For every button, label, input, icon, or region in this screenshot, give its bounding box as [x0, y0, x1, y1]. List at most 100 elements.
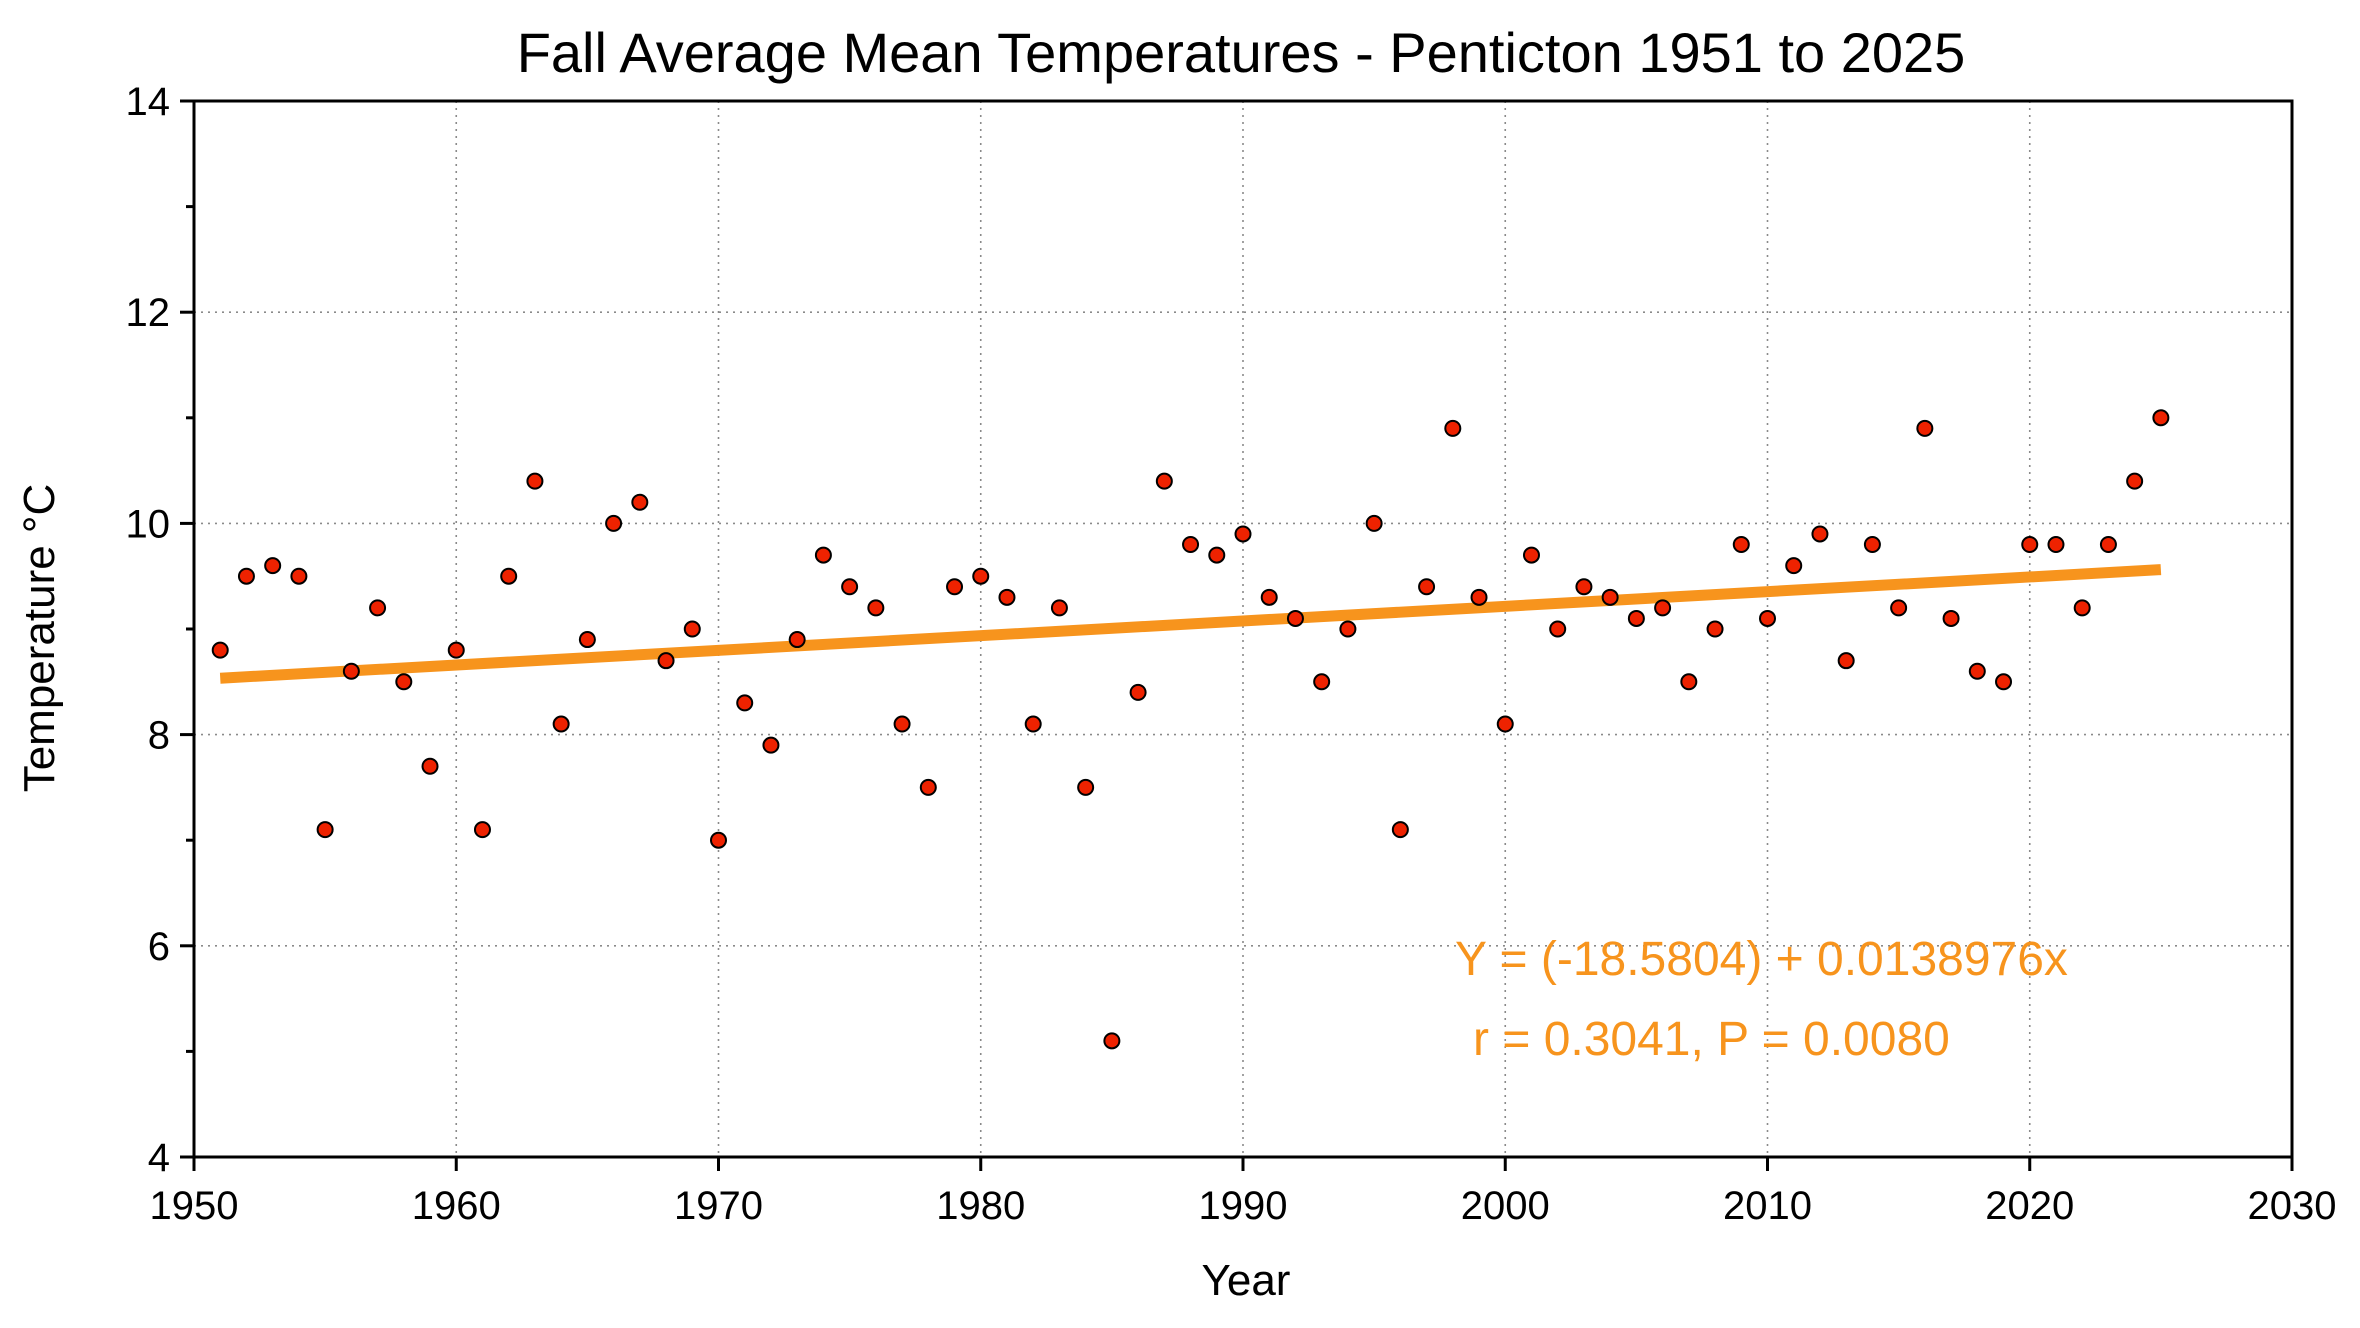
data-point [1286, 609, 1304, 627]
data-point [421, 757, 439, 775]
y-tick-label: 6 [148, 925, 170, 969]
data-point [1627, 609, 1645, 627]
data-point [683, 620, 701, 638]
data-point [395, 673, 413, 691]
data-point [500, 567, 518, 585]
data-point [1863, 536, 1881, 554]
data-point [526, 472, 544, 490]
data-point [473, 821, 491, 839]
data-point [1654, 599, 1672, 617]
chart-title: Fall Average Mean Temperatures - Pentict… [517, 21, 1966, 84]
data-point [1365, 514, 1383, 532]
y-axis-label: Temperature °C [15, 484, 64, 793]
data-point [1050, 599, 1068, 617]
data-point [1522, 546, 1540, 564]
data-point [605, 514, 623, 532]
data-point [1103, 1032, 1121, 1050]
data-point [237, 567, 255, 585]
data-point [1077, 778, 1095, 796]
data-point [369, 599, 387, 617]
data-point [1575, 578, 1593, 596]
data-point [1732, 536, 1750, 554]
data-point [316, 821, 334, 839]
x-tick-labels: 1950 1960 1970 1980 1990 2000 2010 2020 2030 [150, 1184, 2337, 1228]
data-point [657, 652, 675, 670]
data-point [1995, 673, 2013, 691]
data-point [867, 599, 885, 617]
data-point [1759, 609, 1776, 627]
x-tick-label: 1960 [412, 1184, 501, 1228]
x-axis-label: Year [1202, 1256, 1291, 1305]
data-point [893, 715, 911, 733]
y-tick-labels: 4 6 8 10 12 14 [126, 80, 171, 1180]
data-point [1837, 652, 1855, 670]
x-tick-label: 2030 [2248, 1184, 2337, 1228]
data-point [1916, 419, 1934, 437]
data-point [1155, 472, 1173, 490]
data-point [1444, 419, 1462, 437]
data-point [1601, 588, 1619, 606]
data-point [1182, 536, 1200, 554]
data-point [2152, 409, 2170, 427]
data-point [2099, 536, 2117, 554]
data-point [1890, 599, 1908, 617]
x-tick-label: 1950 [150, 1184, 239, 1228]
x-tick-label: 2000 [1461, 1184, 1550, 1228]
data-point [2021, 536, 2039, 554]
regression-stats: r = 0.3041, P = 0.0080 [1473, 1013, 1950, 1066]
y-tick-label: 14 [126, 80, 171, 124]
data-point [841, 578, 859, 596]
data-point [1470, 588, 1488, 606]
axis-ticks [180, 99, 2294, 1171]
data-point [1942, 609, 1960, 627]
data-point [1418, 578, 1436, 596]
data-point [1680, 673, 1698, 691]
data-point [1706, 620, 1724, 638]
grid-lines [194, 101, 2292, 1157]
data-point [736, 694, 754, 712]
data-point [1339, 620, 1357, 638]
data-point [2047, 536, 2065, 554]
data-point [972, 567, 990, 585]
data-point [1549, 620, 1567, 638]
data-point [290, 567, 308, 585]
data-point [552, 715, 570, 733]
data-point [1234, 525, 1252, 543]
data-point [1968, 662, 1986, 680]
data-point [1391, 821, 1409, 839]
y-tick-label: 4 [148, 1136, 170, 1180]
data-point [211, 641, 229, 659]
data-point [342, 662, 360, 680]
data-point [1785, 557, 1803, 575]
plot-frame [192, 99, 2294, 1159]
data-point [1811, 525, 1829, 543]
data-point [2073, 599, 2091, 617]
data-point [264, 557, 282, 575]
data-point [1129, 683, 1147, 701]
data-point [631, 493, 649, 511]
data-point [447, 641, 465, 659]
data-points [211, 409, 2170, 1050]
data-point [946, 578, 964, 596]
x-tick-label: 1970 [674, 1184, 763, 1228]
x-tick-label: 2020 [1985, 1184, 2074, 1228]
regression-equation: Y = (-18.5804) + 0.0138976x [1455, 933, 2068, 986]
data-point [2126, 472, 2144, 490]
y-tick-label: 8 [148, 714, 170, 758]
data-point [788, 631, 806, 649]
data-point [1496, 715, 1514, 733]
data-point [814, 546, 832, 564]
data-point [710, 831, 727, 849]
data-point [1313, 673, 1331, 691]
data-point [578, 631, 596, 649]
data-point [1024, 715, 1042, 733]
data-point [1208, 546, 1226, 564]
data-point [1260, 588, 1278, 606]
x-tick-label: 2010 [1723, 1184, 1812, 1228]
y-tick-label: 10 [126, 502, 171, 546]
trend-line [219, 564, 2162, 684]
data-point [762, 736, 780, 754]
x-tick-label: 1990 [1199, 1184, 1288, 1228]
data-point [919, 778, 937, 796]
